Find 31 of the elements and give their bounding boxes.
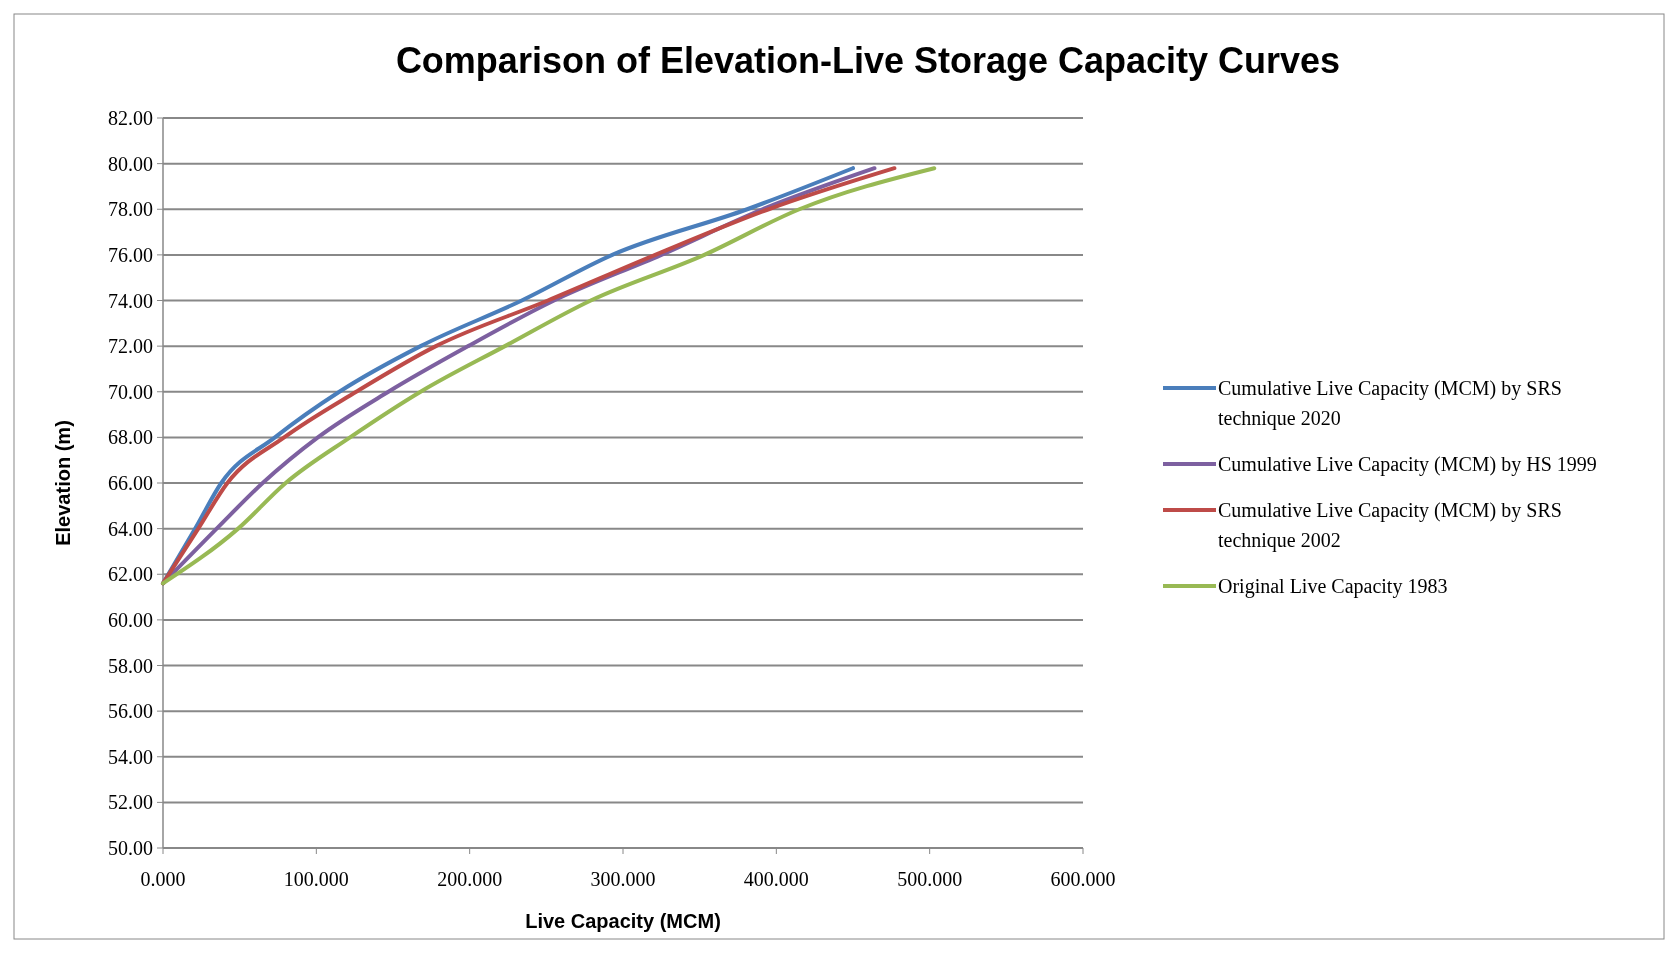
y-tick-label: 68.00 bbox=[108, 426, 153, 449]
legend-label: Cumulative Live Capacity (MCM) by SRS technique 2020 bbox=[1218, 377, 1562, 430]
legend-label: Cumulative Live Capacity (MCM) by HS 1999 bbox=[1218, 453, 1597, 476]
x-tick-label: 600.000 bbox=[1050, 868, 1116, 890]
y-axis-title: Elevation (m) bbox=[52, 420, 74, 546]
legend-label: Original Live Capacity 1983 bbox=[1218, 575, 1448, 598]
legend-label: Cumulative Live Capacity (MCM) by SRS technique 2002 bbox=[1218, 499, 1562, 552]
y-tick-label: 60.00 bbox=[108, 608, 153, 631]
y-tick-label: 64.00 bbox=[108, 517, 153, 540]
y-tick-label: 50.00 bbox=[108, 837, 153, 859]
y-tick-label: 70.00 bbox=[108, 380, 153, 403]
y-tick-label: 78.00 bbox=[108, 198, 153, 221]
y-tick-label: 56.00 bbox=[108, 700, 153, 723]
x-axis-title: Live Capacity (MCM) bbox=[525, 910, 721, 932]
y-tick-label: 72.00 bbox=[108, 335, 153, 358]
x-tick-label: 300.000 bbox=[590, 868, 656, 890]
x-tick-label: 500.000 bbox=[897, 868, 963, 890]
x-tick-label: 0.000 bbox=[140, 868, 186, 890]
x-tick-label: 400.000 bbox=[743, 868, 809, 890]
y-tick-label: 82.00 bbox=[108, 107, 153, 129]
y-tick-label: 62.00 bbox=[108, 563, 153, 586]
y-tick-label: 54.00 bbox=[108, 745, 153, 768]
y-tick-label: 76.00 bbox=[108, 243, 153, 266]
x-tick-label: 200.000 bbox=[437, 868, 503, 890]
chart-title: Comparison of Elevation-Live Storage Capacity Curves bbox=[395, 40, 1341, 81]
y-tick-label: 52.00 bbox=[108, 791, 153, 814]
y-tick-label: 58.00 bbox=[108, 654, 153, 677]
y-tick-label: 80.00 bbox=[108, 152, 153, 175]
y-tick-label: 74.00 bbox=[108, 289, 153, 312]
y-tick-label: 66.00 bbox=[108, 472, 153, 494]
x-tick-label: 100.000 bbox=[283, 868, 349, 890]
